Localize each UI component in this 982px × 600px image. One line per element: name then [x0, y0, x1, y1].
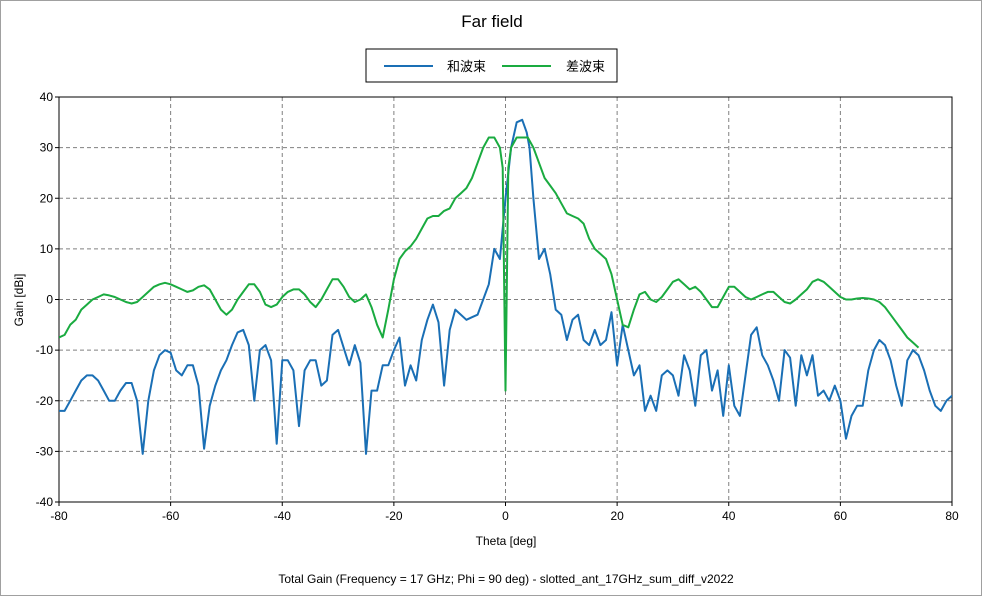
- series-line-diff: [59, 136, 920, 392]
- x-tick-label: 60: [834, 509, 848, 523]
- x-tick-label: -60: [162, 509, 180, 523]
- x-axis-label: Theta [deg]: [476, 534, 537, 548]
- y-tick-label: 40: [40, 90, 54, 104]
- x-tick-label: 80: [945, 509, 959, 523]
- y-tick-label: 0: [46, 293, 53, 307]
- y-tick-label: -30: [36, 444, 54, 458]
- x-tick-label: 40: [722, 509, 736, 523]
- y-axis-label: Gain [dBi]: [12, 274, 26, 327]
- y-tick-label: 10: [40, 242, 54, 256]
- y-tick-label: -20: [36, 394, 54, 408]
- legend-label-sum: 和波束: [447, 59, 486, 74]
- plot-area[interactable]: -80 -60 -40 -20 0 20 40 60 80 -40 -30 -20 -10 0 10 20 30…: [36, 90, 981, 523]
- x-tick-label: 0: [502, 509, 509, 523]
- y-tick-label: 30: [40, 141, 54, 155]
- x-tick-label: 20: [610, 509, 624, 523]
- chart-footer: Total Gain (Frequency = 17 GHz; Phi = 90…: [278, 572, 734, 586]
- series-line-sum: [59, 118, 952, 455]
- y-tick-label: 20: [40, 191, 54, 205]
- chart-title: Far field: [461, 12, 522, 31]
- x-tick-label: -40: [274, 509, 292, 523]
- y-tick-label: -40: [36, 495, 54, 509]
- legend-label-diff: 差波束: [566, 59, 605, 74]
- legend[interactable]: 和波束 差波束: [365, 48, 618, 83]
- x-tick-label: -80: [50, 509, 68, 523]
- y-tick-label: -10: [36, 343, 54, 357]
- x-tick-label: -20: [385, 509, 403, 523]
